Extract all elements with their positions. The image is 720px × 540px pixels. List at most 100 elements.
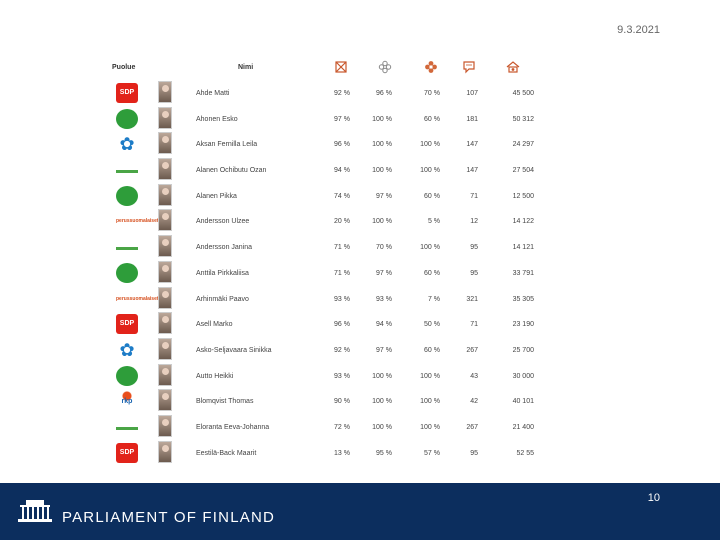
mp-photo <box>158 132 172 155</box>
party-logo-sdp: SDP <box>116 314 138 335</box>
party-logo-rkp: rkp <box>116 391 138 412</box>
value-v4: 267 <box>466 423 478 431</box>
value-v4: 95 <box>470 449 478 457</box>
table-row: Anttila Pirkkaliisa 71 % 97 % 60 % 95 33 791 <box>108 260 538 286</box>
slide-date: 9.3.2021 <box>617 24 660 36</box>
value-v1: 74 % <box>334 192 350 200</box>
value-v4: 43 <box>470 372 478 380</box>
table-header: Puolue Nimi <box>108 58 538 80</box>
value-v4: 42 <box>470 398 478 406</box>
value-v2: 100 % <box>372 218 392 226</box>
table-body: SDP Ahde Matti 92 % 96 % 70 % 107 45 500 Ahonen… <box>108 80 538 465</box>
value-v5: 14 121 <box>512 244 534 252</box>
value-v5: 30 000 <box>512 372 534 380</box>
value-v2: 100 % <box>372 167 392 175</box>
value-v1: 72 % <box>334 423 350 431</box>
party-logo-keskusta <box>116 365 138 386</box>
value-v1: 92 % <box>334 346 350 354</box>
table-row: SDP Asell Marko 96 % 94 % 50 % 71 23 190 <box>108 311 538 337</box>
table-row: perussuomalaiset Arhinmäki Paavo 93 % 93 % 7… <box>108 286 538 312</box>
party-logo-sdp: SDP <box>116 442 138 463</box>
mp-photo <box>158 414 172 437</box>
value-v4: 147 <box>466 141 478 149</box>
mp-photo <box>158 260 172 283</box>
value-v1: 97 % <box>334 115 350 123</box>
table-row: ✿ Aksan Fernilla Leila 96 % 100 % 100 % 147 24… <box>108 131 538 157</box>
name-header: Nimi <box>238 64 254 71</box>
value-v1: 93 % <box>334 295 350 303</box>
value-v3: 100 % <box>420 423 440 431</box>
value-v3: 60 % <box>424 115 440 123</box>
party-header: Puolue <box>112 64 136 71</box>
value-v5: 14 122 <box>512 218 534 226</box>
value-v4: 12 <box>470 218 478 226</box>
value-v2: 100 % <box>372 141 392 149</box>
value-v2: 97 % <box>376 269 392 277</box>
value-v3: 100 % <box>420 372 440 380</box>
value-v2: 93 % <box>376 295 392 303</box>
mp-name: Blomqvist Thomas <box>196 398 254 406</box>
mp-photo <box>158 158 172 181</box>
mp-photo <box>158 389 172 412</box>
party-logo-sdp: SDP <box>116 83 138 103</box>
table-row: rkp Blomqvist Thomas 90 % 100 % 100 % 42 40 10… <box>108 388 538 414</box>
value-v4: 71 <box>470 321 478 329</box>
table-row: Autto Heikki 93 % 100 % 100 % 43 30 000 <box>108 363 538 389</box>
value-v3: 100 % <box>420 141 440 149</box>
mp-photo <box>158 235 172 258</box>
value-v4: 321 <box>466 295 478 303</box>
value-v5: 27 504 <box>512 167 534 175</box>
mp-photo <box>158 312 172 335</box>
value-v3: 60 % <box>424 192 440 200</box>
value-v5: 25 700 <box>512 346 534 354</box>
value-v5: 21 400 <box>512 423 534 431</box>
mp-name: Asell Marko <box>196 321 233 329</box>
value-v4: 71 <box>470 192 478 200</box>
mp-name: Autto Heikki <box>196 372 234 380</box>
mp-photo <box>158 183 172 206</box>
mp-name: Eloranta Eeva-Johanna <box>196 423 270 431</box>
value-v4: 95 <box>470 244 478 252</box>
mp-name: Andersson Ulzee <box>196 218 250 226</box>
value-v1: 71 % <box>334 244 350 252</box>
mp-photo <box>158 106 172 129</box>
value-v3: 100 % <box>420 244 440 252</box>
speech-icon <box>463 61 475 74</box>
table-row: ✿ Asko-Seljavaara Sinikka 92 % 97 % 60 % 267 2… <box>108 337 538 363</box>
value-v2: 70 % <box>376 244 392 252</box>
value-v2: 100 % <box>372 423 392 431</box>
value-v2: 100 % <box>372 115 392 123</box>
value-v2: 94 % <box>376 321 392 329</box>
mp-photo <box>158 81 172 103</box>
value-v3: 100 % <box>420 398 440 406</box>
party-logo-kok: ✿ <box>119 339 135 360</box>
value-v3: 60 % <box>424 346 440 354</box>
party-logo-kok: ✿ <box>119 134 135 155</box>
parliament-building-icon <box>18 500 52 522</box>
value-v5: 50 312 <box>512 115 534 123</box>
value-v1: 94 % <box>334 167 350 175</box>
value-v4: 147 <box>466 167 478 175</box>
value-v3: 5 % <box>427 218 440 226</box>
value-v5: 24 297 <box>512 141 534 149</box>
value-v2: 100 % <box>372 398 392 406</box>
mp-name: Alanen Ochibutu Ozan <box>196 167 267 175</box>
party-logo-keskusta <box>116 262 138 283</box>
mp-photo <box>158 209 172 232</box>
table-row: Alanen Ochibutu Ozan 94 % 100 % 100 % 147 27 … <box>108 157 538 183</box>
value-v1: 96 % <box>334 141 350 149</box>
value-v5: 23 190 <box>512 321 534 329</box>
value-v5: 52 55 <box>516 449 534 457</box>
party-logo-ps: perussuomalaiset <box>116 295 159 302</box>
party-logo-keskusta <box>116 185 138 206</box>
mp-name: Ahde Matti <box>196 90 230 97</box>
value-v2: 96 % <box>376 90 392 97</box>
party-logo-vihr <box>116 416 138 437</box>
party-logo-keskusta <box>116 108 138 129</box>
value-v1: 90 % <box>334 398 350 406</box>
brand-name: PARLIAMENT OF FINLAND <box>62 509 276 526</box>
value-v5: 12 500 <box>512 192 534 200</box>
mp-photo <box>158 363 172 386</box>
value-v4: 107 <box>466 90 478 97</box>
value-v3: 100 % <box>420 167 440 175</box>
